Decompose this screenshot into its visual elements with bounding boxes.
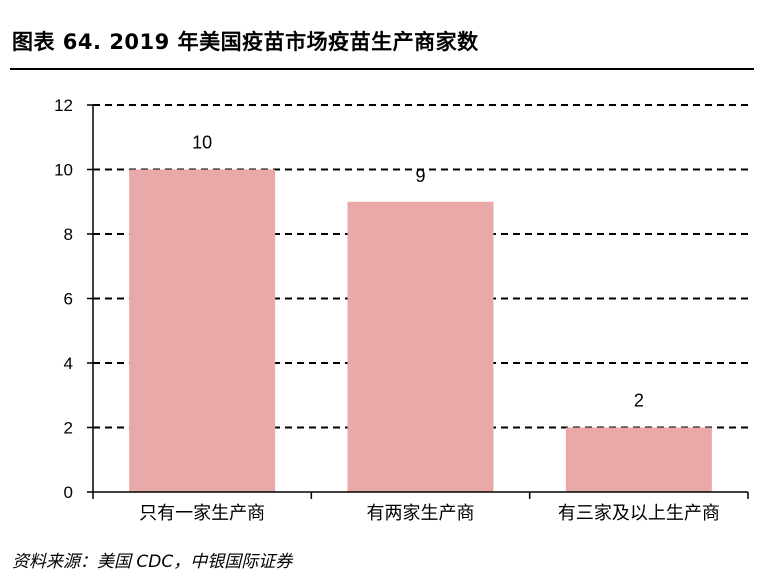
y-tick-label: 10 [54,161,73,180]
x-category-label: 有两家生产商 [367,503,475,524]
bar [347,201,494,492]
y-tick-label: 0 [64,483,73,502]
source-note: 资料来源：美国 CDC，中银国际证券 [12,552,293,572]
bars [129,169,712,492]
data-label: 2 [634,391,644,411]
bar [565,427,712,492]
axes [87,104,749,499]
bar [129,169,276,492]
figure-title: 图表 64. 2019 年美国疫苗市场疫苗生产商家数 [12,30,479,54]
title-divider [10,68,754,70]
y-tick-label: 6 [64,290,73,309]
y-tick-label: 12 [54,96,73,115]
y-tick-label: 4 [64,354,73,373]
x-category-label: 只有一家生产商 [139,503,265,524]
y-tick-label: 2 [64,419,73,438]
data-label: 9 [415,166,425,186]
labels: 0 2 4 6 8 10 12 10 只有一家生产商 9 有两家生产商 2 有三家及以上生产商 [54,96,720,524]
y-tick-label: 8 [64,225,73,244]
data-label: 10 [192,133,212,153]
x-category-label: 有三家及以上生产商 [558,503,720,524]
